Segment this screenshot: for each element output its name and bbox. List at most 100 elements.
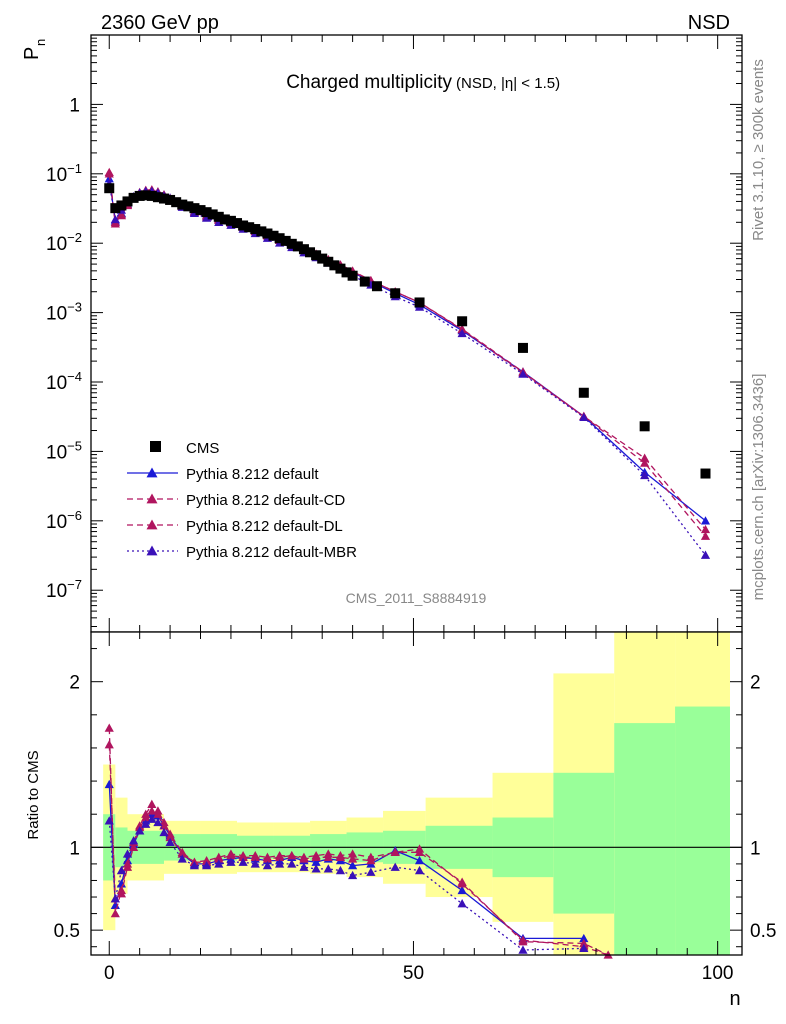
ratio-mbr-point <box>116 865 127 875</box>
upper-mbr-point <box>700 550 711 559</box>
cms-data-point <box>298 244 309 255</box>
lower-panel-axes: 0.5 0.5 1 1 2 2 0 50 100 <box>54 631 776 984</box>
cms-data-point <box>280 235 291 246</box>
ratio-dl-point <box>147 806 157 815</box>
ratio-mbr-point <box>159 827 169 837</box>
process-label: NSD <box>688 12 730 34</box>
upper-plot-area <box>91 35 742 632</box>
cms-data-point <box>244 222 255 233</box>
legend-label-cms: CMS <box>186 440 219 457</box>
upper-cd-point <box>700 524 711 534</box>
cms-data-point <box>457 316 468 327</box>
legend-label-mbr: Pythia 8.212 default-MBR <box>186 544 357 561</box>
upper-y-tick-label: 1 <box>69 95 80 116</box>
ratio-default-point <box>579 933 589 943</box>
ratio-default-point <box>311 857 321 866</box>
cms-data-point <box>171 197 182 208</box>
ratio-dl-point <box>177 849 187 858</box>
cms-data-point <box>213 211 224 222</box>
ratio-mbr-point <box>165 837 175 847</box>
cms-data-point <box>517 342 528 353</box>
cms-data-point <box>578 387 589 398</box>
band-inner <box>614 723 676 955</box>
upper-mbr-point <box>457 328 467 338</box>
legend-label-cd: Pythia 8.212 default-CD <box>186 492 345 509</box>
lower-y-tick-label-right: 2 <box>750 673 761 694</box>
lower-y-tick-label-right: 1 <box>750 838 761 859</box>
lower-panel-series <box>104 723 613 959</box>
chart-title: Charged multiplicity <box>286 72 452 93</box>
cms-data-point <box>183 201 194 212</box>
ratio-dl-point <box>518 937 528 946</box>
upper-y-tick-label: 10−7 <box>46 577 82 602</box>
cms-data-point <box>292 241 303 252</box>
ratio-dl-point <box>238 852 248 861</box>
ratio-mbr-point <box>104 816 114 825</box>
cms-data-point <box>195 205 206 216</box>
cms-data-point <box>201 207 212 218</box>
lower-y-tick-label: 1 <box>69 838 80 859</box>
ratio-dl-point <box>323 852 333 861</box>
cms-data-point <box>128 192 139 203</box>
cms-data-point <box>189 203 200 214</box>
upper-default-point <box>700 516 711 525</box>
cms-data-point <box>700 468 711 479</box>
cms-data-point <box>232 218 243 229</box>
ratio-dl-point <box>579 938 589 948</box>
ratio-mbr-point <box>128 836 139 845</box>
cms-data-point <box>122 196 133 207</box>
legend-marker-cd <box>146 493 158 504</box>
ratio-mbr-point <box>457 899 467 908</box>
analysis-label: CMS_2011_S8884919 <box>346 590 487 606</box>
upper-y-tick-label: 10−4 <box>46 369 82 394</box>
upper-dl-point <box>104 169 114 178</box>
cms-data-point <box>347 270 358 281</box>
ratio-dl-point <box>311 852 321 861</box>
source-label: mcplots.cern.ch [arXiv:1306.3436] <box>750 374 767 601</box>
cms-data-point <box>134 190 145 201</box>
ratio-mbr-point <box>153 817 163 827</box>
ratio-mbr-point <box>201 860 212 870</box>
cms-data-point <box>207 209 218 220</box>
ratio-dl-point <box>335 852 346 861</box>
lower-y-tick-label: 2 <box>69 673 80 694</box>
upper-y-tick-label: 10−2 <box>46 230 82 255</box>
legend-symbol-cms <box>150 441 161 452</box>
upper-cd-point <box>640 453 650 462</box>
upper-ylabel-sub: n <box>33 39 48 46</box>
upper-mbr-point <box>518 369 528 378</box>
cms-data-point <box>359 276 370 287</box>
ratio-mbr-point <box>366 867 376 876</box>
cms-data-point <box>250 224 261 235</box>
ratio-mbr-point <box>122 849 133 858</box>
ratio-mbr-point <box>275 859 285 868</box>
upper-mbr-point <box>201 213 212 222</box>
band-inner <box>553 772 615 914</box>
cms-data-point <box>414 297 425 308</box>
ratio-mbr-point <box>262 860 273 870</box>
cms-data-point <box>639 421 650 432</box>
ratio-default-point <box>457 885 467 895</box>
ratio-mbr-point <box>226 857 236 866</box>
ratio-mbr-point <box>311 864 321 873</box>
cms-data-point <box>286 238 297 249</box>
ratio-cd-point <box>348 849 358 858</box>
ratio-dl-point <box>116 889 127 898</box>
cms-data-point <box>329 260 340 271</box>
ratio-dl-point <box>348 854 358 863</box>
ratio-dl-point <box>275 852 285 861</box>
cms-data-point <box>152 192 163 203</box>
ratio-line-mbr <box>108 818 584 951</box>
ratio-default-point <box>348 860 358 870</box>
cms-data-point <box>268 230 279 241</box>
cms-data-point <box>110 203 121 214</box>
lower-y-tick-label-right: 0.5 <box>750 921 776 942</box>
ratio-mbr-point <box>299 862 309 871</box>
cms-data-point <box>341 267 352 278</box>
lower-frame <box>90 631 743 956</box>
cms-data-point <box>274 233 285 244</box>
legend-label-default: Pythia 8.212 default <box>186 466 319 483</box>
ratio-mbr-point <box>414 865 425 875</box>
ratio-dl-point <box>414 847 425 856</box>
upper-panel-axes: 10−7 10−6 10−5 10−4 10−3 10−2 10−1 1 <box>46 34 743 633</box>
